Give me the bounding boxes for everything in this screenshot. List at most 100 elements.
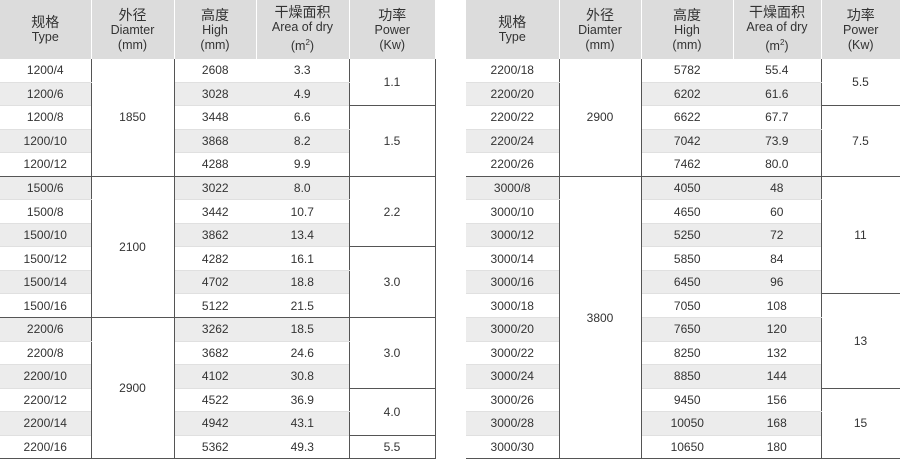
- high-cell: 4050: [641, 176, 733, 201]
- high-cell: 6450: [641, 270, 733, 295]
- spec-table-right: 规格 Type 外径 Diamter (mm) 高度 High (mm) 干燥面积 Area…: [466, 0, 900, 460]
- table-row: 3000/24 8850 144: [466, 364, 900, 389]
- type-cell: 2200/24: [466, 129, 559, 154]
- type-cell: 3000/24: [466, 364, 559, 389]
- type-cell: 1200/6: [0, 82, 91, 107]
- area-cell: 43.1: [256, 411, 349, 436]
- area-cell: 18.5: [256, 317, 349, 342]
- area-cell: 96: [733, 270, 821, 295]
- col-type-header: 规格 Type: [0, 0, 92, 59]
- high-cell: 3682: [174, 341, 256, 366]
- table-row: 1500/6 2100 3022 8.0 2.2: [0, 176, 436, 319]
- power-cell: 13: [820, 293, 900, 389]
- high-cell: 4288: [174, 152, 256, 177]
- type-cell: 3000/28: [466, 411, 559, 436]
- type-cell: 3000/12: [466, 223, 559, 248]
- table-row: 2200/20 6202 61.6: [466, 82, 900, 107]
- type-cell: 2200/20: [466, 82, 559, 107]
- high-cell: 3448: [174, 105, 256, 130]
- table-row: 1500/8 3442 10.7: [0, 199, 435, 224]
- power-cell: 5.5: [348, 435, 436, 460]
- table-row: 3000/14 5850 84: [466, 246, 900, 271]
- power-cell: 11: [820, 176, 900, 295]
- table-row: 2200/10 4102 30.8: [0, 364, 435, 389]
- high-cell: 3862: [174, 223, 256, 248]
- high-cell: 3262: [174, 317, 256, 342]
- col-diameter-header: 外径 Diamter (mm): [559, 0, 642, 59]
- high-cell: 7042: [641, 129, 733, 154]
- power-cell: 4.0: [348, 388, 436, 436]
- area-cell: 13.4: [256, 223, 349, 248]
- high-cell: 5850: [641, 246, 733, 271]
- high-cell: 10650: [641, 435, 733, 460]
- table-row: 1200/12 4288 9.9: [0, 152, 435, 177]
- power-cell: 3.0: [348, 317, 436, 389]
- area-cell: 60: [733, 199, 821, 224]
- table-row: 2200/24 7042 73.9: [466, 129, 900, 154]
- type-cell: 1500/14: [0, 270, 91, 295]
- high-cell: 4650: [641, 199, 733, 224]
- table-row: 1500/16 5122 21.5: [0, 293, 435, 319]
- high-cell: 4702: [174, 270, 256, 295]
- high-cell: 5250: [641, 223, 733, 248]
- type-cell: 2200/12: [0, 388, 91, 413]
- area-cell: 3.3: [256, 59, 349, 83]
- type-cell: 1500/16: [0, 293, 91, 319]
- table-row: 2200/14 4942 43.1: [0, 411, 435, 436]
- area-cell: 80.0: [733, 152, 821, 177]
- type-cell: 3000/22: [466, 341, 559, 366]
- type-cell: 1200/8: [0, 105, 91, 130]
- high-cell: 4102: [174, 364, 256, 389]
- area-cell: 61.6: [733, 82, 821, 107]
- area-cell: 168: [733, 411, 821, 436]
- high-cell: 2608: [174, 59, 256, 83]
- high-cell: 5362: [174, 435, 256, 460]
- table-row: 2200/18 2900 5782 55.4 5.5: [466, 59, 900, 177]
- col-high-header: 高度 High (mm): [174, 0, 257, 59]
- area-cell: 8.2: [256, 129, 349, 154]
- area-cell: 156: [733, 388, 821, 413]
- high-cell: 3442: [174, 199, 256, 224]
- type-cell: 1500/10: [0, 223, 91, 248]
- table-row: 2200/22 6622 67.7 7.5: [466, 105, 900, 177]
- table-row: 2200/6 2900 3262 18.5 3.0: [0, 317, 436, 460]
- area-cell: 18.8: [256, 270, 349, 295]
- area-cell: 36.9: [256, 388, 349, 413]
- table-row: 3000/16 6450 96: [466, 270, 900, 295]
- power-cell: 7.5: [820, 105, 900, 177]
- table-row: 3000/30 10650 180: [466, 435, 900, 460]
- table-row: 1500/10 3862 13.4: [0, 223, 435, 248]
- power-cell: 15: [820, 388, 900, 460]
- type-cell: 2200/10: [0, 364, 91, 389]
- type-cell: 3000/16: [466, 270, 559, 295]
- type-cell: 3000/20: [466, 317, 559, 342]
- table-row: 3000/22 8250 132: [466, 341, 900, 366]
- table-row: 1500/14 4702 18.8: [0, 270, 435, 295]
- type-cell: 3000/26: [466, 388, 559, 413]
- table-row: 2200/16 5362 49.3 5.5: [0, 435, 436, 460]
- table-row: 2200/26 7462 80.0: [466, 152, 900, 177]
- diameter-cell: 2900: [558, 59, 642, 177]
- high-cell: 4522: [174, 388, 256, 413]
- area-cell: 49.3: [256, 435, 349, 460]
- high-cell: 7050: [641, 293, 733, 319]
- table-row: 2200/12 4522 36.9 4.0: [0, 388, 436, 436]
- high-cell: 5122: [174, 293, 256, 319]
- high-cell: 10050: [641, 411, 733, 436]
- area-cell: 48: [733, 176, 821, 201]
- high-cell: 5782: [641, 59, 733, 83]
- area-cell: 9.9: [256, 152, 349, 177]
- high-cell: 3868: [174, 129, 256, 154]
- table-row: 1200/10 3868 8.2: [0, 129, 435, 154]
- col-power-header: 功率 Power (Kw): [349, 0, 435, 59]
- area-cell: 8.0: [256, 176, 349, 201]
- type-cell: 3000/18: [466, 293, 559, 319]
- table-header-row: 规格 Type 外径 Diamter (mm) 高度 High (mm) 干燥面积 Area…: [466, 0, 900, 59]
- area-cell: 4.9: [256, 82, 349, 107]
- power-cell: 1.1: [348, 59, 436, 107]
- type-cell: 2200/14: [0, 411, 91, 436]
- power-cell: 2.2: [348, 176, 436, 248]
- diameter-cell: 1850: [90, 59, 175, 177]
- table-row: 1200/6 3028 4.9: [0, 82, 435, 107]
- type-cell: 2200/16: [0, 435, 91, 460]
